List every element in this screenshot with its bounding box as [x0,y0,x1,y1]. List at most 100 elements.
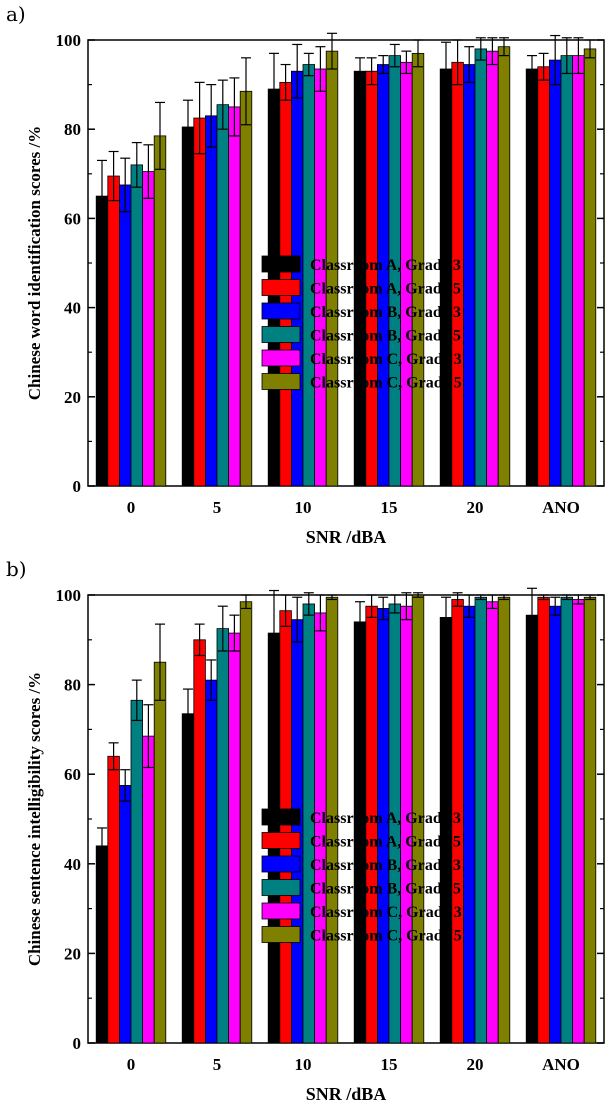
y-tick-label: 0 [73,477,82,496]
legend-label: Classroom A, Grade 3 [310,257,461,274]
legend-label: Classroom C, Grade 3 [310,904,462,921]
legend-swatch [261,326,301,343]
x-axis-title: SNR /dBA [306,527,387,547]
y-tick-label: 20 [64,388,81,407]
y-tick-label: 60 [64,209,81,228]
bar [193,639,206,1044]
x-tick-label: 20 [467,1055,484,1074]
bar [537,596,550,1044]
bar [204,115,218,487]
x-tick-label: 0 [127,498,136,517]
bar [216,104,230,487]
x-tick-label: 15 [381,1055,398,1074]
legend-swatch [261,302,301,320]
bar [119,184,132,487]
bar [451,61,464,487]
panel-label-a: a) [6,2,26,26]
bar [439,617,453,1044]
bar [153,135,167,487]
x-tick-label: ANO [542,1055,580,1074]
legend-swatch [261,279,301,296]
bar [549,605,562,1044]
bar [549,59,562,487]
bar [572,55,585,487]
bar [486,601,499,1044]
bar [142,171,155,487]
bar [462,64,476,487]
legend-label: Classroom A, Grade 5 [310,834,461,851]
word-identification-chart: 0 20 40 60 80 100 0 5 10 15 20 ANO SNR /dBA Chinese w… [25,31,605,547]
y-axis-title: Chinese word identification scores /% [25,126,44,401]
bar [142,735,155,1044]
x-tick-label: 0 [127,1055,136,1074]
bar [474,48,488,487]
bar [95,195,109,487]
bar [353,70,367,487]
bar [560,596,574,1044]
bar [153,661,167,1044]
bar [474,596,488,1044]
bar [204,679,218,1044]
bar [497,46,511,487]
bar [239,601,253,1044]
legend-label: Classroom C, Grade 5 [310,928,462,945]
legend-swatch [261,855,301,873]
legend: Classroom A, Grade 3 Classroom A, Grade 5… [261,255,462,392]
bar [290,70,304,487]
bar [130,699,144,1044]
bar [353,621,367,1044]
bar [130,164,144,487]
bar [239,90,253,487]
bar [400,61,413,487]
y-tick-label: 80 [64,676,81,695]
y-tick-label: 40 [64,299,81,318]
legend-label: Classroom B, Grade 3 [310,304,461,321]
bar [302,64,316,487]
legend-swatch [261,926,301,943]
y-axis-title: Chinese sentence intelligibility scores … [25,672,44,966]
bar [228,632,241,1044]
bar [365,70,378,487]
x-tick-label: 10 [295,498,312,517]
bar [107,755,120,1044]
y-tick-label: 0 [73,1034,82,1053]
bar [181,126,195,487]
bar [583,48,597,487]
bar [216,628,230,1044]
sentence-intelligibility-chart: 0 20 40 60 80 100 0 5 10 15 20 ANO SNR /dBA Chinese s… [25,586,605,1104]
legend-label: Classroom B, Grade 5 [310,881,461,898]
legend-label: Classroom B, Grade 5 [310,328,461,345]
x-tick-label: 15 [381,498,398,517]
x-tick-label: 5 [213,498,222,517]
x-tick-label: 5 [213,1055,222,1074]
legend-swatch [261,373,301,390]
x-tick-label: ANO [542,498,580,517]
legend-swatch [261,902,301,920]
bar [107,175,120,487]
y-tick-label: 40 [64,855,81,874]
bar [95,845,109,1044]
bar [583,596,597,1044]
legend-label: Classroom C, Grade 3 [310,351,462,368]
y-tick-label: 20 [64,944,81,963]
legend-label: Classroom A, Grade 3 [310,810,461,827]
bar [497,596,511,1044]
bar [314,68,327,487]
panel-label-b: b) [6,557,27,581]
legend-swatch [261,832,301,849]
legend-swatch [261,349,301,367]
bar [290,619,304,1044]
bar [486,50,499,487]
y-tick-label: 80 [64,120,81,139]
bar [537,66,550,487]
bar [560,55,574,487]
x-tick-label: 20 [467,498,484,517]
bar [439,68,453,487]
bar [314,612,327,1044]
bar [525,68,539,487]
bar [228,106,241,487]
y-tick-label: 60 [64,765,81,784]
bar [193,117,206,487]
legend-label: Classroom A, Grade 5 [310,281,461,298]
x-tick-label: 10 [295,1055,312,1074]
